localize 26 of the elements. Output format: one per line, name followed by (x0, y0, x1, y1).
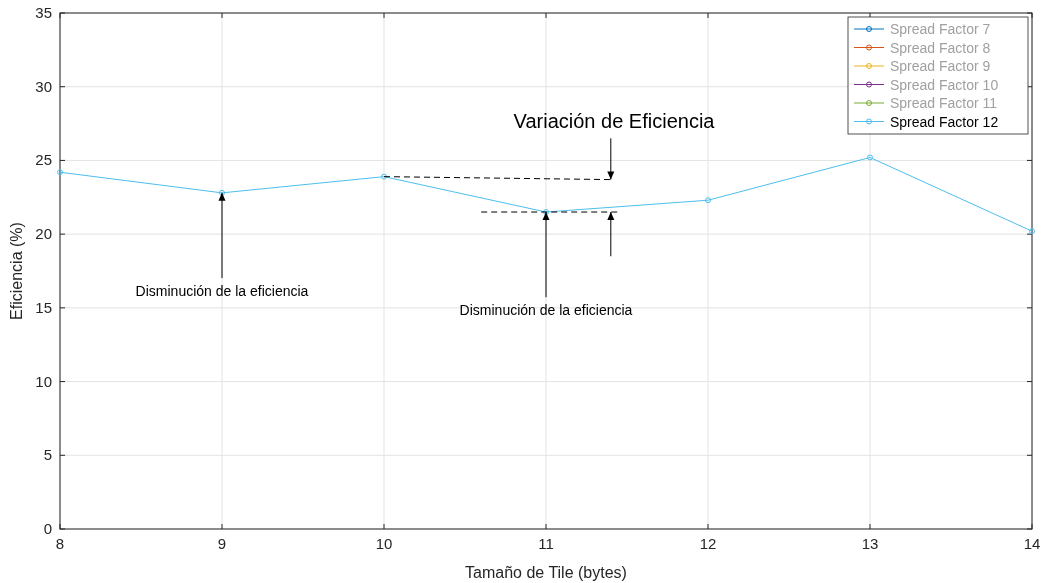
y-tick-label: 20 (35, 225, 52, 243)
y-tick-label: 15 (35, 298, 52, 316)
x-axis-title: Tamaño de Tile (bytes) (465, 564, 627, 581)
x-tick-label: 13 (861, 535, 879, 552)
annotation: Disminución de la eficiencia (459, 302, 633, 319)
legend-label: Spread Factor 7 (890, 21, 991, 37)
y-tick-label: 35 (35, 4, 52, 21)
y-tick-label: 25 (35, 151, 52, 169)
x-tick-label: 12 (699, 535, 717, 552)
x-tick-label: 8 (55, 535, 65, 552)
legend-label: Spread Factor 12 (890, 113, 999, 130)
annotation: Disminución de la eficiencia (135, 283, 309, 300)
x-tick-label: 11 (538, 535, 554, 552)
y-tick-label: 5 (43, 446, 52, 464)
x-tick-label: 9 (217, 535, 227, 552)
x-tick-label: 14 (1023, 535, 1041, 552)
y-tick-label: 30 (35, 77, 52, 95)
legend-label: Spread Factor 10 (890, 76, 999, 93)
legend-label: Spread Factor 8 (890, 39, 991, 56)
y-axis-title: Eficiencia (%) (8, 222, 25, 320)
annotation: Variación de Eficiencia (513, 109, 716, 132)
legend-label: Spread Factor 11 (890, 95, 998, 111)
legend-label: Spread Factor 9 (890, 58, 991, 74)
y-tick-label: 0 (43, 520, 52, 537)
x-tick-label: 10 (375, 535, 393, 552)
y-tick-label: 10 (35, 372, 52, 390)
